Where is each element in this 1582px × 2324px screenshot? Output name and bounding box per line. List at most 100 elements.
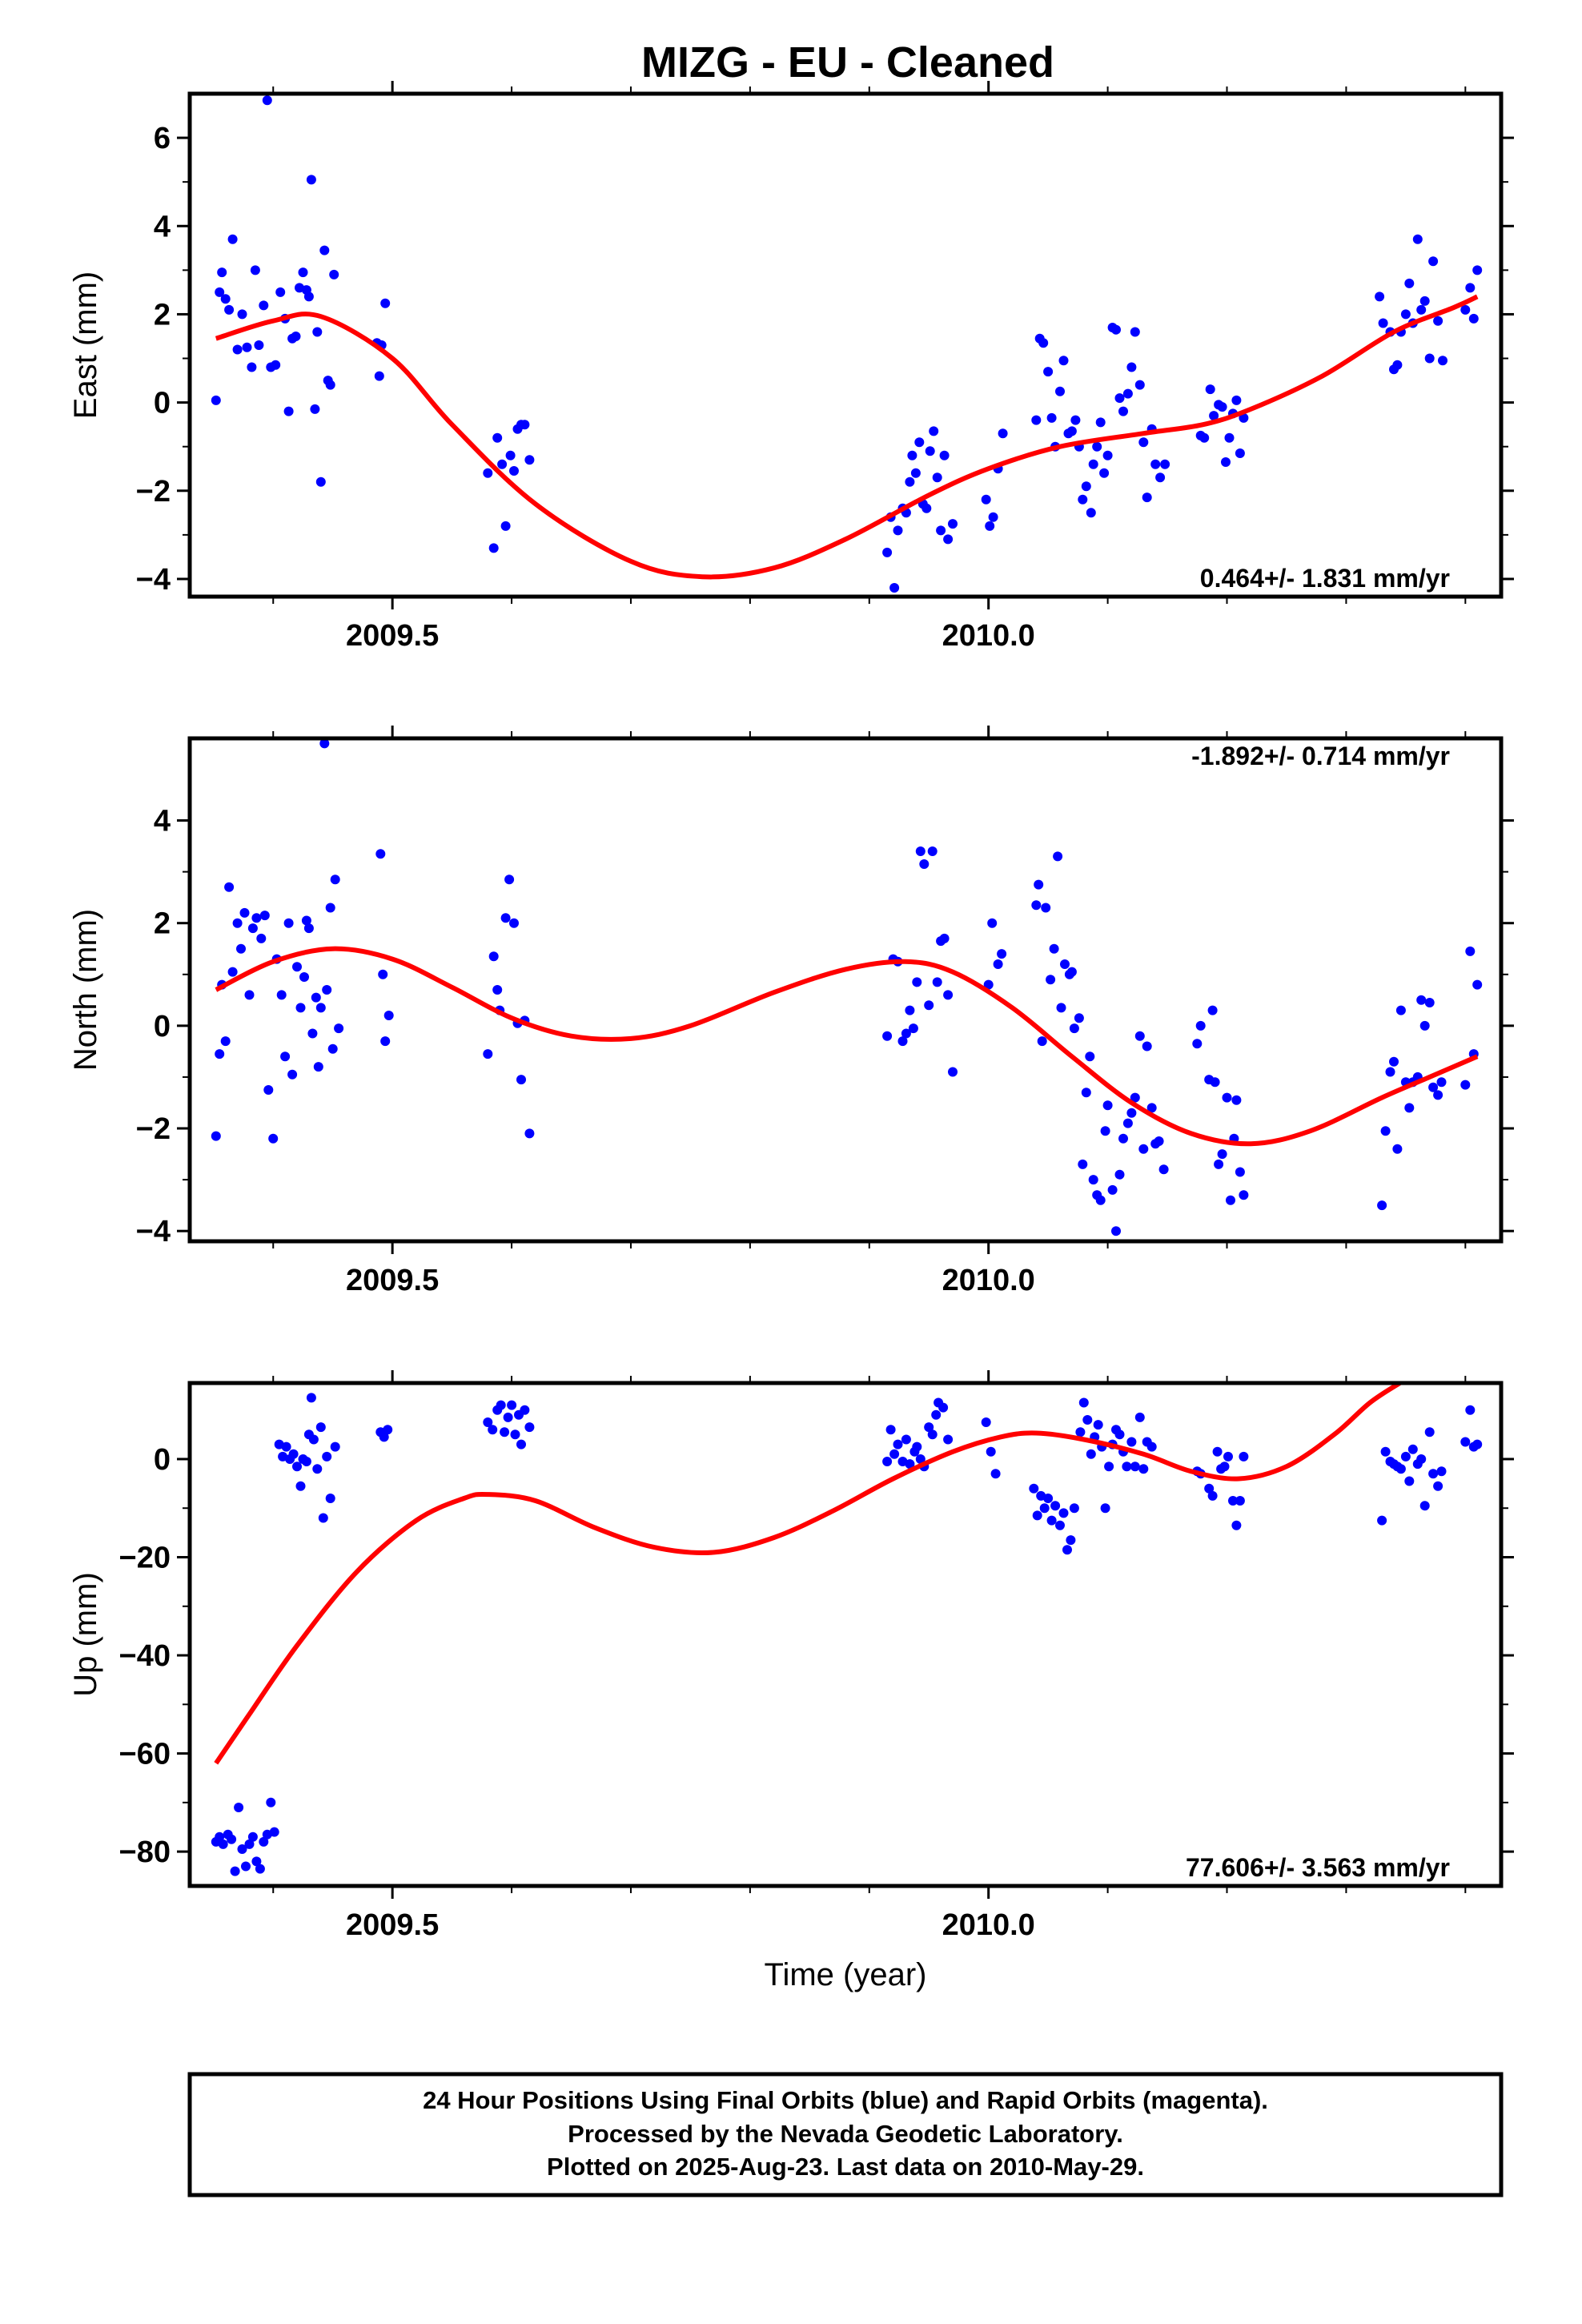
up-data-point: [1146, 1441, 1157, 1452]
up-data-point: [1062, 1545, 1072, 1555]
up-ytick-label: 0: [154, 1443, 171, 1477]
up-data-point: [1114, 1429, 1125, 1440]
up-data-point: [1039, 1503, 1050, 1514]
east-data-point: [1205, 384, 1215, 395]
east-data-point: [893, 525, 903, 536]
north-data-point: [313, 1062, 323, 1072]
north-data-point: [220, 1036, 231, 1047]
east-data-point: [1224, 432, 1235, 443]
up-data-point: [1428, 1469, 1439, 1479]
east-data-point: [237, 309, 247, 320]
north-data-point: [1060, 959, 1070, 969]
up-data-point: [943, 1434, 954, 1445]
east-data-point: [275, 287, 286, 297]
east-data-point: [910, 468, 921, 478]
east-data-point: [1118, 406, 1128, 416]
east-data-point: [1058, 356, 1069, 366]
north-data-point: [334, 1023, 344, 1034]
north-data-point: [1046, 975, 1056, 985]
up-data-point: [1228, 1496, 1238, 1506]
east-data-point: [505, 450, 516, 460]
east-data-point: [1468, 313, 1479, 324]
north-data-point: [295, 1003, 306, 1013]
up-data-point: [1219, 1462, 1230, 1472]
east-data-point: [298, 267, 308, 278]
north-data-point: [319, 738, 330, 749]
up-data-point: [318, 1513, 328, 1523]
up-data-point: [901, 1434, 911, 1445]
east-data-point: [232, 344, 243, 355]
north-data-point: [215, 1049, 225, 1059]
north-data-point: [1069, 1023, 1079, 1034]
north-data-point: [251, 913, 262, 923]
north-xtick-label: 2010.0: [942, 1264, 1035, 1297]
north-data-point: [1380, 1126, 1391, 1136]
up-data-point: [1122, 1462, 1132, 1472]
east-data-point: [939, 450, 950, 460]
north-data-point: [1100, 1126, 1110, 1136]
east-data-point: [310, 404, 320, 414]
north-data-point: [301, 915, 311, 926]
north-data-point: [287, 1069, 298, 1080]
up-ytick-label: −20: [119, 1542, 171, 1575]
east-data-point: [1142, 493, 1152, 503]
east-data-point: [1155, 472, 1166, 483]
up-data-point: [1075, 1427, 1086, 1437]
north-data-point: [915, 846, 926, 856]
up-data-point: [1204, 1483, 1215, 1494]
up-data-point: [1050, 1501, 1061, 1511]
east-data-point: [211, 395, 221, 405]
up-data-point: [1231, 1520, 1242, 1530]
north-fit-curve: [215, 946, 1479, 1147]
north-data-point: [1436, 1077, 1447, 1088]
up-data-point: [882, 1457, 893, 1466]
east-data-point: [985, 521, 995, 531]
north-data-point: [1226, 1195, 1235, 1205]
north-data-point: [997, 949, 1007, 959]
north-data-point: [1066, 967, 1077, 977]
up-data-point: [1460, 1437, 1471, 1447]
east-data-point: [1055, 386, 1065, 396]
east-data-point: [1231, 395, 1242, 405]
up-data-point: [278, 1451, 288, 1462]
north-data-point: [375, 849, 386, 859]
up-data-point: [986, 1446, 996, 1457]
north-data-point: [1195, 1020, 1206, 1031]
north-y-axis-label: North (mm): [68, 909, 103, 1071]
north-data-point: [263, 1085, 274, 1095]
north-data-point: [383, 1011, 394, 1020]
east-xtick-label: 2009.5: [346, 619, 439, 653]
up-data-point: [234, 1803, 244, 1812]
north-data-point: [912, 977, 922, 987]
east-ytick-label: −2: [136, 475, 171, 509]
east-data-point: [932, 472, 942, 483]
up-data-point: [912, 1441, 922, 1452]
north-data-point: [1130, 1092, 1140, 1103]
up-data-point: [1223, 1451, 1233, 1462]
east-data-point: [220, 294, 231, 304]
up-data-point: [237, 1844, 247, 1854]
up-data-point: [330, 1441, 340, 1452]
east-data-point: [1134, 380, 1145, 390]
east-data-point: [1095, 417, 1106, 428]
up-data-point: [1433, 1481, 1443, 1491]
east-data-point: [1239, 412, 1249, 423]
north-data-point: [280, 1051, 291, 1062]
north-data-point: [1389, 1056, 1399, 1067]
up-data-point: [1138, 1464, 1149, 1474]
north-data-point: [1465, 946, 1476, 956]
east-data-point: [283, 406, 294, 416]
east-data-point: [1375, 292, 1385, 302]
east-data-point: [1102, 450, 1113, 460]
north-data-point: [1126, 1108, 1137, 1118]
up-data-point: [315, 1422, 326, 1433]
east-data-point: [247, 362, 257, 372]
east-data-point: [1235, 448, 1245, 458]
north-data-point: [307, 1028, 318, 1039]
up-data-point: [500, 1427, 510, 1437]
up-data-point: [308, 1434, 319, 1445]
east-data-point: [1114, 393, 1125, 404]
east-y-axis-label: East (mm): [68, 271, 103, 419]
caption-box: 24 Hour Positions Using Final Orbits (bl…: [187, 2072, 1504, 2197]
north-xtick-label: 2009.5: [346, 1264, 439, 1297]
